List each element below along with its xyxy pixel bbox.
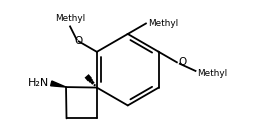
Text: Methyl: Methyl [55, 15, 85, 23]
Polygon shape [51, 81, 66, 87]
Text: H₂N: H₂N [28, 78, 49, 88]
Text: O: O [75, 36, 83, 46]
Text: Methyl: Methyl [148, 19, 179, 28]
Text: O: O [178, 57, 186, 67]
Text: Methyl: Methyl [197, 69, 228, 78]
